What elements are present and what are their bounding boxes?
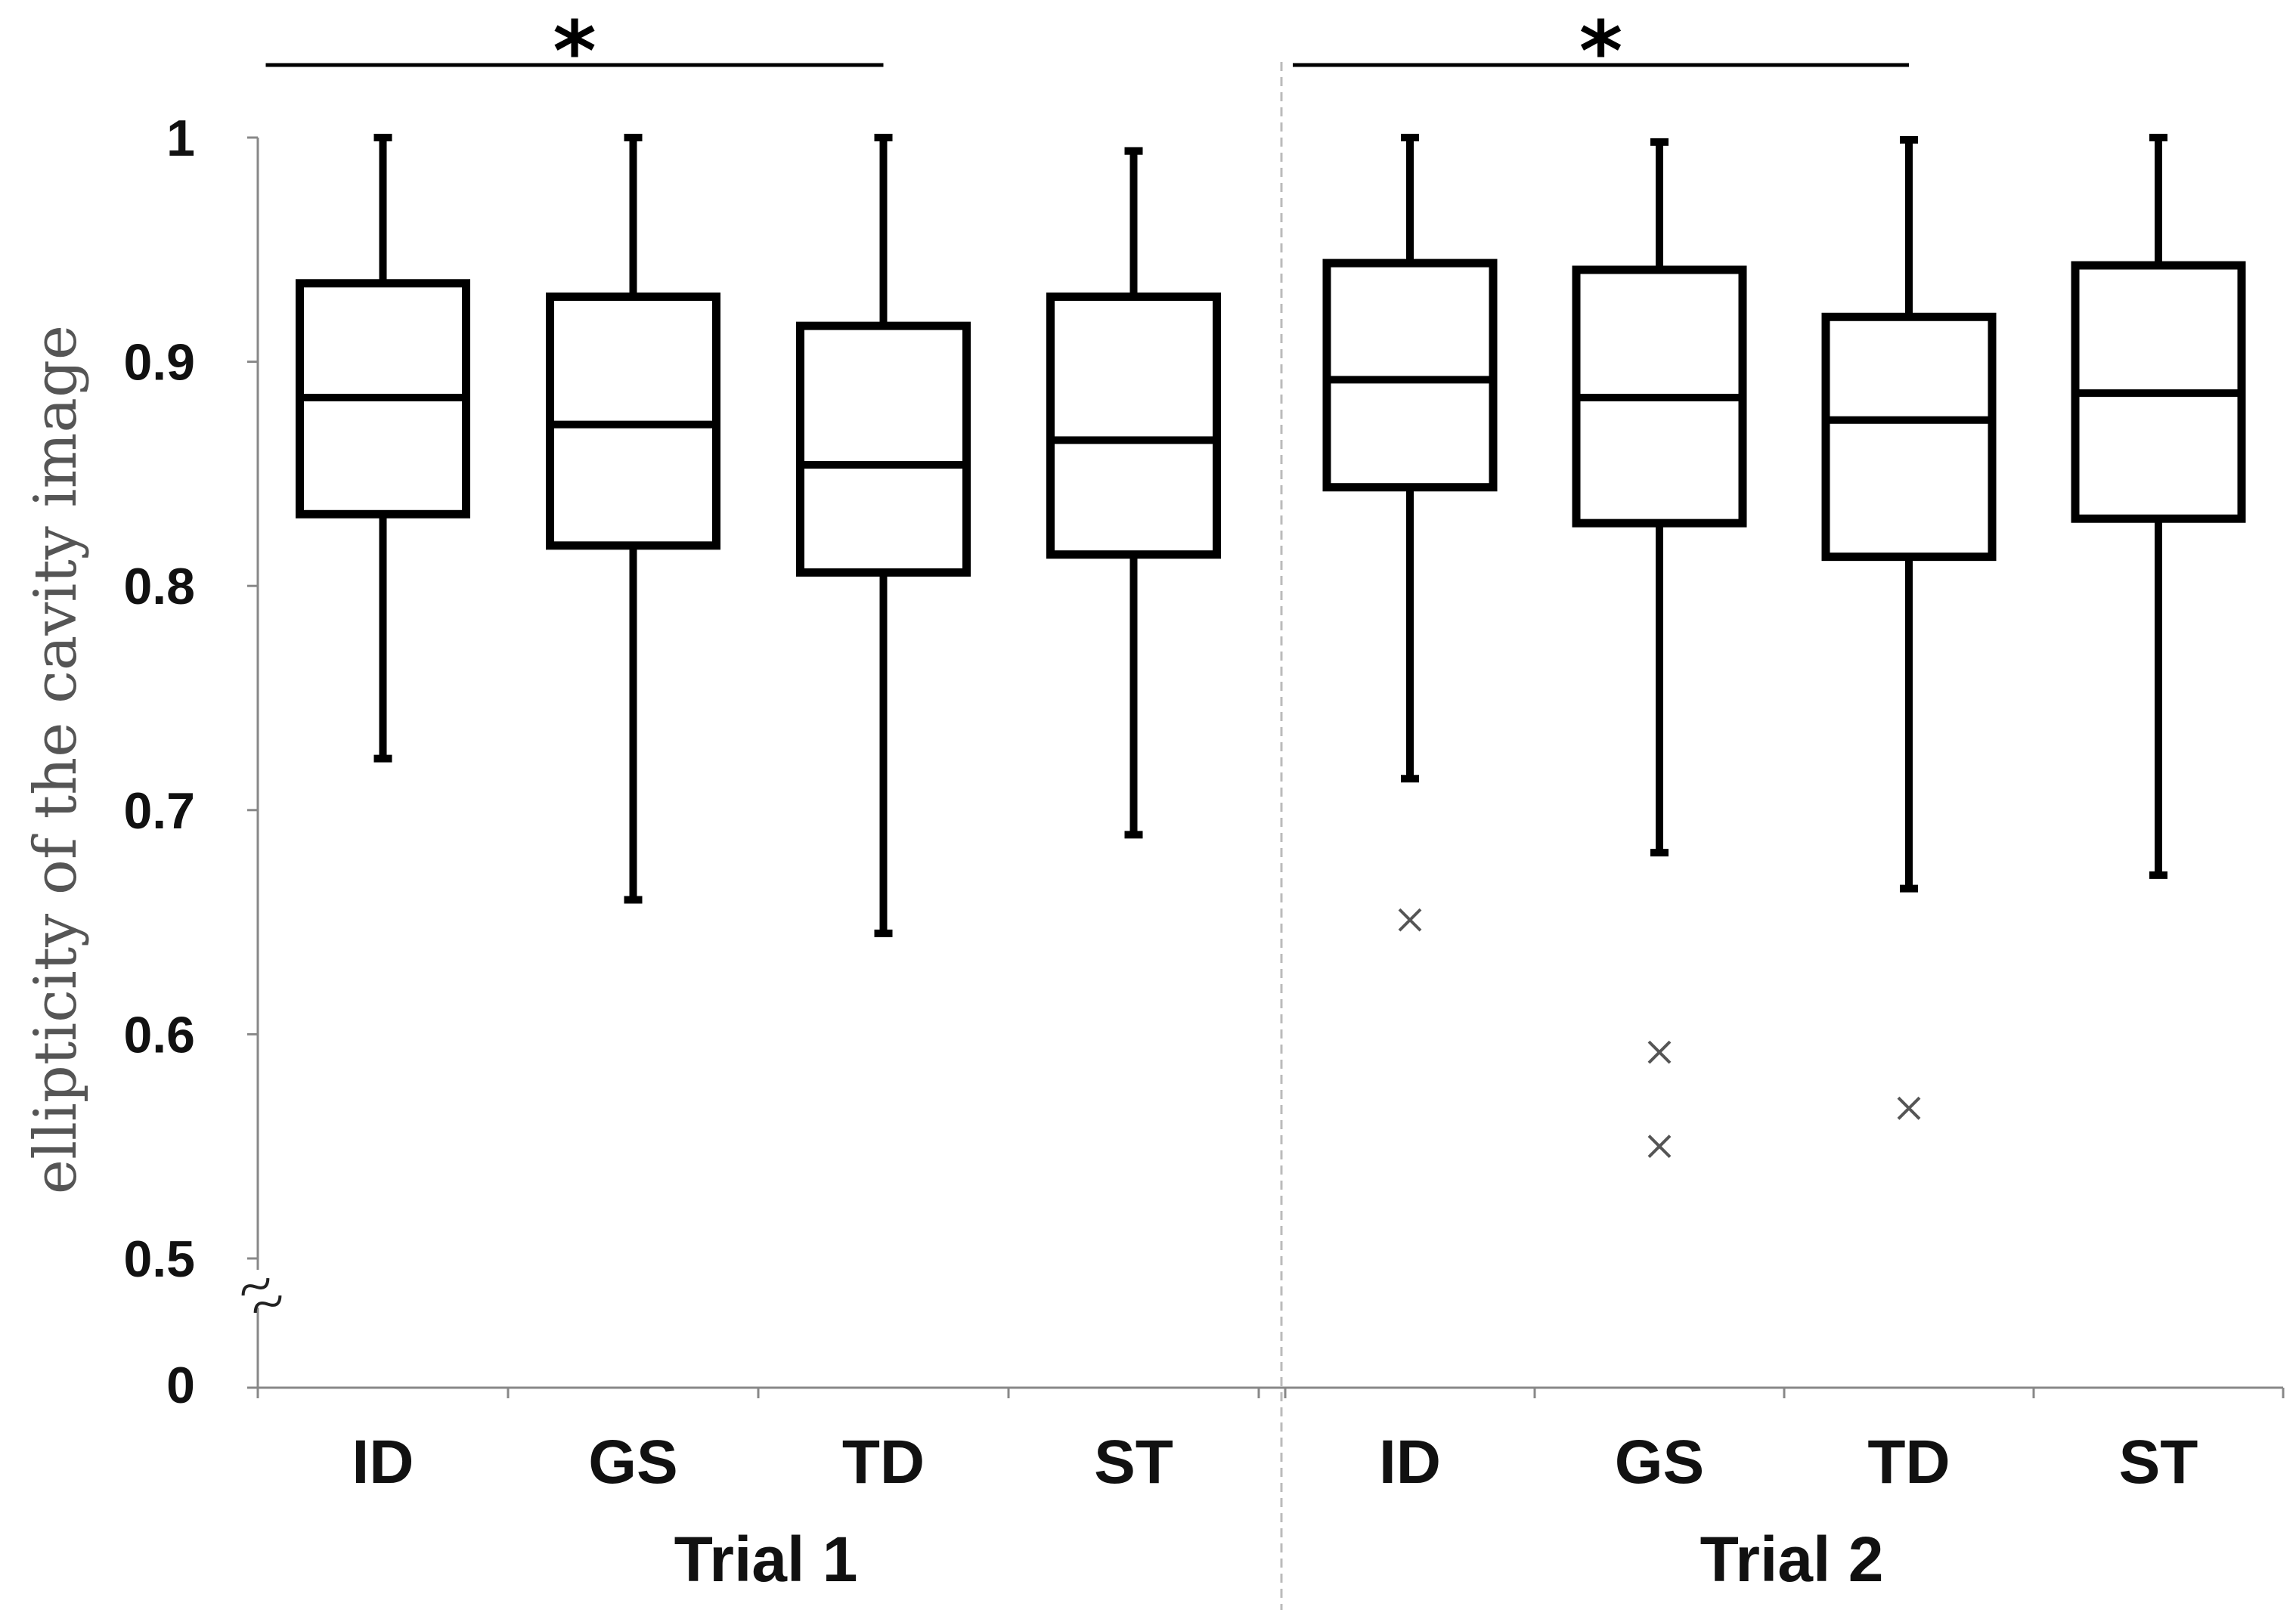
box-iqr: [796, 321, 971, 577]
y-tick-label: 0.7: [123, 782, 195, 840]
group-label: Trial 2: [1700, 1524, 1884, 1595]
y-tick-label: 0.6: [123, 1006, 195, 1063]
box-gs: [1572, 138, 1747, 1159]
outlier-point: [1897, 1096, 1921, 1120]
axis-break-mark: [241, 1277, 282, 1314]
outlier-point: [1647, 1040, 1672, 1064]
box-id: [1322, 134, 1498, 932]
x-category-label: ID: [1379, 1428, 1441, 1497]
box-id: [296, 134, 470, 763]
outlier-stroke: [1897, 1096, 1921, 1120]
x-category-label: GS: [1615, 1428, 1704, 1497]
group-label: Trial 1: [674, 1524, 858, 1595]
axes: [241, 62, 2285, 1610]
x-category-label: ST: [1094, 1428, 1173, 1497]
outlier-point: [1398, 908, 1422, 932]
box-st: [2071, 134, 2246, 879]
y-axis-label: ellipticity of the cavity image: [22, 325, 90, 1194]
outlier-stroke: [1647, 1040, 1672, 1064]
y-tick-label: 1: [166, 110, 195, 167]
box-td: [796, 134, 971, 937]
significance-star: *: [1579, 3, 1623, 100]
x-category-label: TD: [842, 1428, 925, 1497]
axis-bottom-label: 0: [166, 1357, 195, 1414]
x-category-label: GS: [588, 1428, 677, 1497]
box-td: [1821, 135, 1997, 1120]
significance-star: *: [553, 3, 596, 100]
outlier-stroke: [1647, 1134, 1672, 1159]
y-tick-label: 0.9: [123, 334, 195, 392]
box-iqr: [1322, 258, 1498, 492]
plot-marks: [265, 63, 2246, 1159]
outlier-stroke: [1398, 908, 1422, 932]
x-category-label: ID: [352, 1428, 414, 1497]
box-gs: [546, 134, 720, 904]
box-iqr: [1821, 312, 1997, 562]
outlier-point: [1647, 1134, 1672, 1159]
y-tick-label: 0.8: [123, 558, 195, 615]
box-st: [1046, 147, 1221, 839]
x-category-label: TD: [1867, 1428, 1950, 1497]
chart-labels: ellipticity of the cavity image 0 0.5 0.6…: [22, 3, 2198, 1595]
box-iqr: [1046, 293, 1221, 559]
y-tick-label: 0.5: [123, 1230, 195, 1288]
x-category-label: ST: [2119, 1428, 2198, 1497]
